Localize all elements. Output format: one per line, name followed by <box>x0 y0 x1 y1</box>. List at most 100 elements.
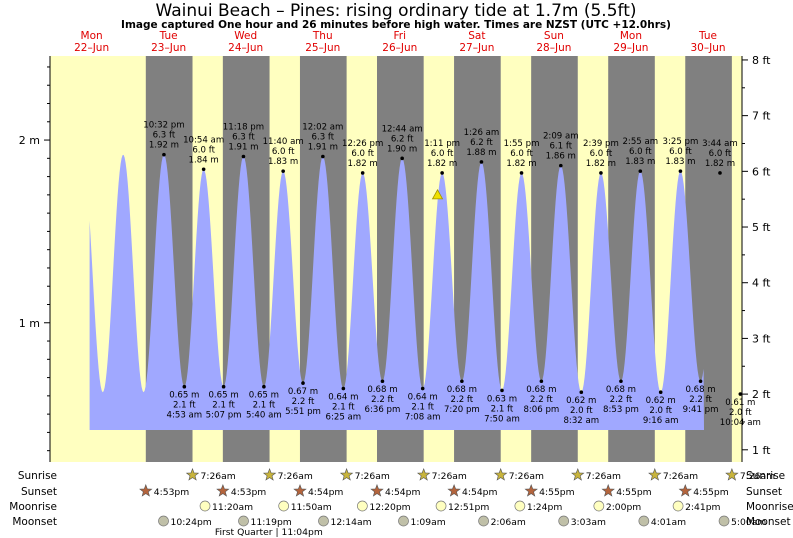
sunrise-star-icon <box>725 467 739 481</box>
right-tick-label: 8 ft <box>752 54 771 67</box>
low-tide-m: 0.62 m <box>566 396 596 406</box>
moonset-time: 12:14am <box>330 517 371 528</box>
row-label-left: Moonset <box>12 516 57 528</box>
high-tide-ft: 6.0 ft <box>351 149 374 159</box>
high-tide-point <box>519 171 524 175</box>
low-tide-time: 6:25 am <box>326 413 362 423</box>
low-tide-time: 7:08 am <box>405 413 441 423</box>
high-tide-m: 1.82 m <box>506 159 536 169</box>
sunrise-time: 7:26am <box>586 471 621 482</box>
low-tide-point <box>420 386 425 391</box>
low-tide-time: 5:40 am <box>246 411 282 421</box>
low-tide-point <box>341 386 346 391</box>
sunset-star-icon <box>678 483 693 497</box>
low-tide-time: 8:32 am <box>563 416 599 426</box>
low-tide-ft: 2.2 ft <box>610 395 633 405</box>
high-tide-ft: 6.2 ft <box>391 134 414 144</box>
high-tide-point <box>400 156 404 161</box>
high-tide-time: 1:26 am <box>464 128 500 138</box>
moonrise-time: 12:20pm <box>369 502 410 513</box>
low-tide-point <box>500 388 504 393</box>
low-tide-time: 8:06 pm <box>523 405 559 415</box>
high-tide-m: 1.91 m <box>308 142 338 152</box>
row-label-right: Sunset <box>746 486 782 498</box>
moonrise-icon <box>514 500 526 512</box>
sunrise-star-icon <box>185 467 200 481</box>
row-label-left: Sunset <box>21 486 57 498</box>
low-tide-ft: 2.1 ft <box>173 401 196 411</box>
sunset-time: 4:54pm <box>462 487 497 498</box>
moonset-time: 2:06am <box>491 517 526 528</box>
chart-subtitle: Image captured One hour and 26 minutes b… <box>121 19 671 31</box>
low-tide-ft: 2.1 ft <box>212 401 235 411</box>
high-tide-ft: 6.3 ft <box>312 132 335 142</box>
high-tide-ft: 6.0 ft <box>510 149 533 159</box>
high-tide-point <box>479 160 484 164</box>
sunset-star-icon <box>370 483 384 497</box>
moonrise-time: 2:00pm <box>606 502 641 513</box>
low-tide-time: 8:53 pm <box>603 405 639 415</box>
sunrise-star-icon <box>648 467 662 481</box>
sunset-time: 4:54pm <box>385 487 420 498</box>
moonset-icon <box>558 515 570 527</box>
moonset-icon <box>158 515 169 527</box>
day-name: Sun <box>544 30 564 42</box>
high-tide-m: 1.84 m <box>189 155 219 165</box>
high-tide-m: 1.82 m <box>705 159 735 169</box>
sunrise-time: 7:26am <box>509 471 544 482</box>
high-tide-time: 10:54 am <box>183 135 224 145</box>
moonrise-icon <box>278 500 290 512</box>
moonset-icon <box>718 515 730 527</box>
low-tide-m: 0.65 m <box>249 391 279 401</box>
sunset-star-icon <box>447 483 461 497</box>
high-tide-point <box>718 171 722 175</box>
low-tide-m: 0.63 m <box>487 394 517 404</box>
day-name: Mon <box>620 30 642 42</box>
high-tide-m: 1.82 m <box>427 159 457 169</box>
high-tide-time: 12:02 am <box>302 122 343 132</box>
day-name: Tue <box>159 30 178 42</box>
moonset-icon <box>238 515 249 527</box>
high-tide-point <box>201 167 206 172</box>
tide-annotations: 10:32 pm6.3 ft1.92 m0.65 m2.1 ft4:53 am1… <box>143 121 761 428</box>
low-tide-m: 0.61 m <box>725 398 755 408</box>
high-tide-ft: 6.0 ft <box>431 149 454 159</box>
row-label-right: Moonset <box>746 516 791 528</box>
sunset-star-icon <box>601 483 615 497</box>
moonset-icon <box>318 515 329 527</box>
low-tide-time: 10:04 am <box>720 418 761 428</box>
day-name: Sat <box>468 30 485 42</box>
low-tide-m: 0.68 m <box>367 385 397 395</box>
low-tide-point <box>658 390 663 395</box>
high-tide-point <box>638 169 643 173</box>
sunset-time: 4:55pm <box>616 487 651 498</box>
day-name: Fri <box>394 30 407 42</box>
right-tick-label: 7 ft <box>752 110 771 123</box>
sunset-time: 4:54pm <box>308 487 343 498</box>
high-tide-ft: 6.0 ft <box>272 147 295 157</box>
high-tide-time: 3:25 pm <box>663 137 699 147</box>
low-tide-point <box>262 384 266 389</box>
high-tide-ft: 6.3 ft <box>232 132 255 142</box>
day-date: 29–Jun <box>613 42 648 54</box>
high-tide-point <box>678 169 683 173</box>
sunset-star-icon <box>139 483 153 497</box>
moonrise-icon <box>356 500 368 512</box>
moonset-time: 11:19pm <box>251 517 292 528</box>
high-tide-time: 1:55 pm <box>504 139 540 149</box>
sunset-star-icon <box>216 483 230 497</box>
low-tide-point <box>301 381 305 385</box>
low-tide-time: 9:41 pm <box>683 405 719 415</box>
row-label-left: Sunrise <box>18 470 57 482</box>
sunrise-time: 7:26am <box>663 471 698 482</box>
sunset-time: 4:53pm <box>231 487 266 498</box>
low-tide-ft: 2.0 ft <box>570 406 593 416</box>
day-date: 24–Jun <box>228 42 263 54</box>
high-tide-point <box>559 163 563 168</box>
high-tide-ft: 6.1 ft <box>549 142 572 152</box>
low-tide-ft: 2.0 ft <box>729 408 752 418</box>
moonset-icon <box>398 515 409 527</box>
low-tide-ft: 2.1 ft <box>332 403 355 413</box>
left-tick-label: 2 m <box>19 134 40 147</box>
